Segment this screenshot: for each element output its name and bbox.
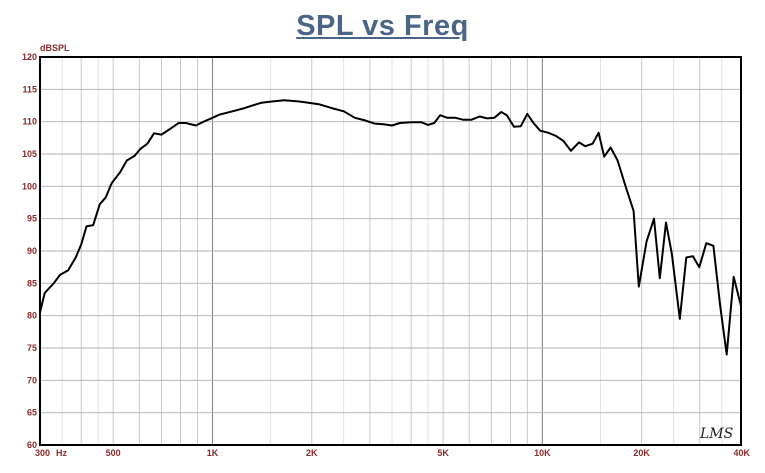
y-tick-label: 85	[27, 278, 37, 288]
spl-curve-line	[39, 99, 742, 356]
y-tick-label: 60	[27, 440, 37, 450]
x-tick-label: 20K	[633, 448, 650, 458]
x-tick-label: 40K	[733, 448, 750, 458]
y-tick-label: 70	[27, 375, 37, 385]
y-tick-label: 115	[22, 84, 37, 94]
x-tick-label: 10K	[534, 448, 551, 458]
y-tick-label: 75	[27, 343, 37, 353]
y-tick-label: 120	[22, 52, 37, 62]
y-tick-label: 80	[27, 311, 37, 321]
x-tick-label: 5K	[437, 448, 449, 458]
y-tick-label: 105	[22, 149, 37, 159]
y-tick-label: 100	[22, 181, 37, 191]
y-axis-label: dBSPL	[40, 43, 70, 53]
chart-title: SPL vs Freq	[296, 10, 469, 42]
x-axis-label: Hz	[56, 448, 67, 458]
y-tick-label: 65	[27, 408, 37, 418]
plot-frame	[39, 56, 742, 446]
x-tick-label: 500	[106, 448, 121, 458]
x-axis-ticks: 300 500 1K 2K 5K 10K 20K 40K	[35, 448, 750, 458]
x-tick-label: 2K	[306, 448, 318, 458]
x-tick-label: 300	[35, 448, 50, 458]
y-tick-label: 95	[27, 214, 37, 224]
y-tick-label: 110	[22, 117, 37, 127]
lms-watermark: LMS	[699, 426, 733, 442]
y-tick-label: 90	[27, 246, 37, 256]
y-axis-ticks: 60 65 70 75 80 85 90 95 100 105 110 115 120	[22, 52, 37, 450]
x-tick-label: 1K	[207, 448, 219, 458]
